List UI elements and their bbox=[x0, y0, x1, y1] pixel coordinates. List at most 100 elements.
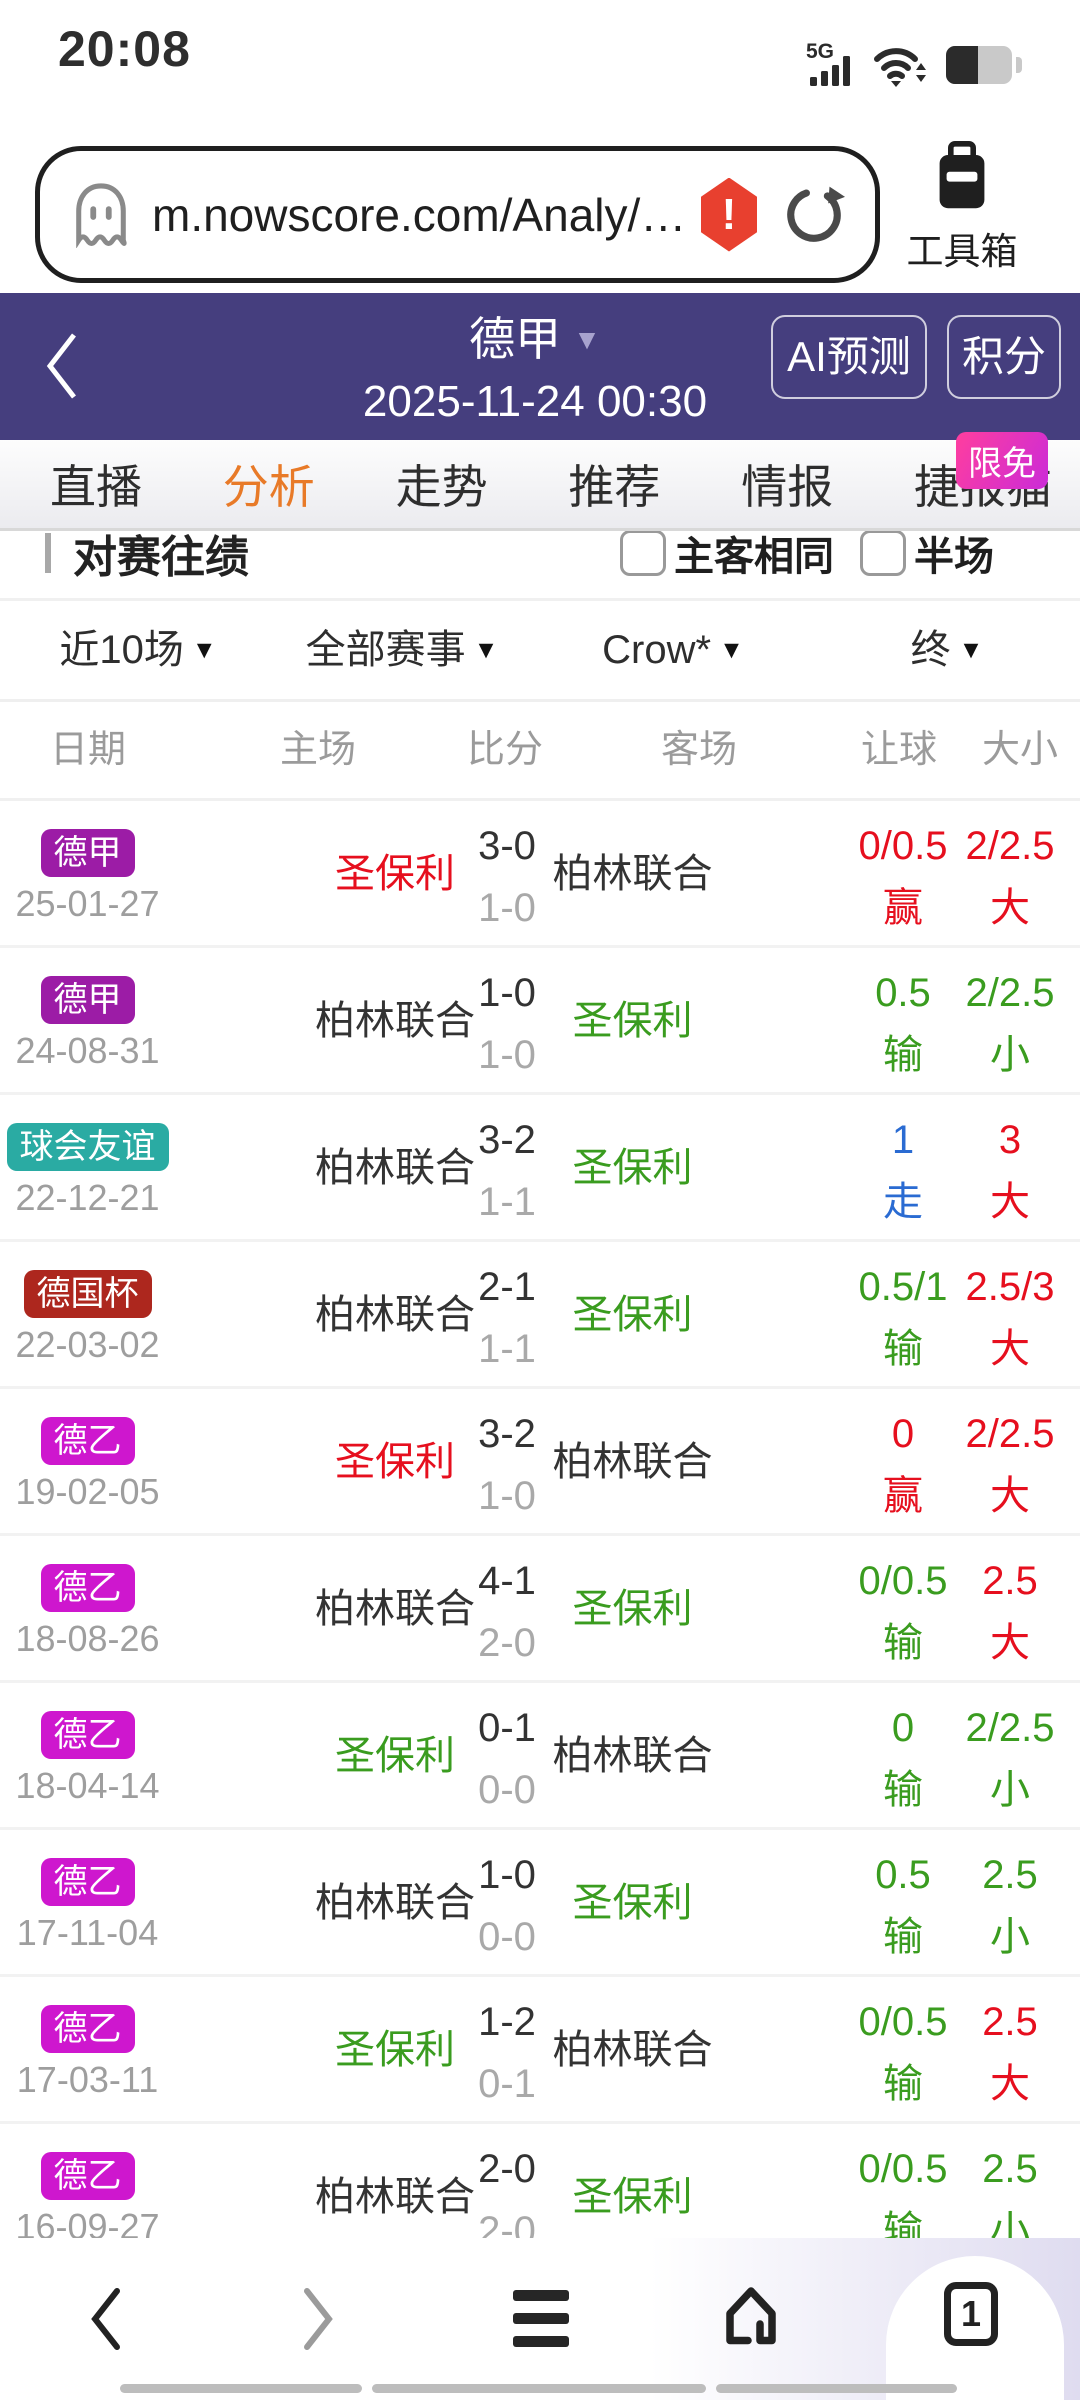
network-type-label: 5G bbox=[806, 42, 834, 63]
home-team[interactable]: 柏林联合 bbox=[315, 1881, 475, 1925]
handicap-result: 输 bbox=[883, 1915, 923, 1959]
table-row[interactable]: 德国杯 22-03-02 柏林联合 2-1 1-1 圣保利 0.5/1 输 2.… bbox=[0, 1242, 1080, 1389]
half-label: 半场 bbox=[914, 535, 994, 579]
h2h-table: 德甲 25-01-27 圣保利 3-0 1-0 柏林联合 0/0.5 赢 2/2… bbox=[0, 801, 1080, 2271]
filter-dropdown-4[interactable]: 终 ▼ bbox=[910, 628, 984, 672]
away-team[interactable]: 柏林联合 bbox=[552, 1734, 713, 1778]
league-badge: 德乙 bbox=[40, 1417, 135, 1465]
home-team[interactable]: 圣保利 bbox=[335, 852, 455, 896]
filter-dropdown-2[interactable]: 全部赛事 ▼ bbox=[305, 628, 499, 672]
handicap-line: 0 bbox=[891, 1706, 915, 1750]
table-row[interactable]: 球会友谊 22-12-21 柏林联合 3-2 1-1 圣保利 1 走 3 大 bbox=[0, 1095, 1080, 1242]
table-row[interactable]: 德甲 24-08-31 柏林联合 1-0 1-0 圣保利 0.5 输 2/2.5… bbox=[0, 948, 1080, 1095]
address-bar[interactable]: m.nowscore.com/Analy/… ! bbox=[35, 146, 880, 283]
url-text[interactable]: m.nowscore.com/Analy/… bbox=[152, 188, 687, 241]
nav-home-icon[interactable] bbox=[718, 2280, 784, 2350]
tab-推荐[interactable]: 推荐 bbox=[568, 461, 661, 513]
table-row[interactable]: 德乙 18-08-26 柏林联合 4-1 2-0 圣保利 0/0.5 输 2.5… bbox=[0, 1536, 1080, 1683]
score-cell: 1-2 0-1 bbox=[440, 1977, 574, 2109]
score-cell: 3-0 1-0 bbox=[440, 801, 574, 933]
column-header-主场: 主场 bbox=[279, 729, 357, 771]
home-team[interactable]: 圣保利 bbox=[335, 1440, 455, 1484]
away-team[interactable]: 圣保利 bbox=[572, 1146, 693, 1190]
home-team[interactable]: 柏林联合 bbox=[315, 1146, 475, 1190]
home-team[interactable]: 柏林联合 bbox=[315, 1587, 475, 1631]
over-under-result: 大 bbox=[990, 1180, 1030, 1224]
league-badge: 德乙 bbox=[40, 1858, 135, 1906]
signal-strength-icon: 5G bbox=[806, 42, 850, 86]
home-team[interactable]: 柏林联合 bbox=[315, 2175, 475, 2219]
tab-情报[interactable]: 情报 bbox=[741, 461, 834, 513]
chevron-down-icon: ▼ bbox=[191, 636, 217, 664]
handicap-line: 0.5 bbox=[875, 971, 931, 1015]
status-icons: 5G bbox=[806, 32, 1022, 88]
tab-分析[interactable]: 分析 bbox=[222, 461, 315, 513]
same-venue-checkbox[interactable] bbox=[620, 531, 666, 576]
match-date: 18-04-14 bbox=[15, 1765, 160, 1806]
home-team[interactable]: 柏林联合 bbox=[315, 1293, 475, 1337]
nav-menu-icon[interactable] bbox=[513, 2290, 569, 2359]
match-title[interactable]: 德甲 ▼ 2025-11-24 00:30 bbox=[363, 303, 707, 427]
table-row[interactable]: 德甲 25-01-27 圣保利 3-0 1-0 柏林联合 0/0.5 赢 2/2… bbox=[0, 801, 1080, 948]
league-selector[interactable]: 德甲 bbox=[469, 313, 562, 365]
match-date: 17-03-11 bbox=[16, 2059, 159, 2100]
over-under-result: 小 bbox=[990, 1033, 1030, 1077]
filter-dropdown-3[interactable]: Crow* ▼ bbox=[602, 628, 744, 672]
full-time-score: 2-1 bbox=[478, 1265, 536, 1309]
table-row[interactable]: 德乙 19-02-05 圣保利 3-2 1-0 柏林联合 0 赢 2/2.5 大 bbox=[0, 1389, 1080, 1536]
over-under-result: 大 bbox=[990, 2062, 1030, 2106]
away-team[interactable]: 圣保利 bbox=[572, 1293, 693, 1337]
league-badge: 球会友谊 bbox=[6, 1123, 169, 1171]
toolbox-button[interactable]: 工具箱 bbox=[902, 140, 1022, 275]
security-warning-icon[interactable]: ! bbox=[701, 177, 757, 252]
clock: 20:08 bbox=[58, 21, 191, 77]
handicap-cell: 0 输 bbox=[788, 1683, 1018, 1815]
handicap-result: 输 bbox=[883, 1621, 923, 1665]
home-team[interactable]: 圣保利 bbox=[335, 1734, 455, 1778]
match-header: 德甲 ▼ 2025-11-24 00:30 AI预测 积分 bbox=[0, 293, 1080, 440]
tab-直播[interactable]: 直播 bbox=[50, 461, 142, 513]
column-header-日期: 日期 bbox=[49, 729, 127, 771]
full-time-score: 3-2 bbox=[478, 1412, 536, 1456]
away-team[interactable]: 圣保利 bbox=[572, 999, 693, 1043]
away-team[interactable]: 圣保利 bbox=[572, 1881, 693, 1925]
away-team[interactable]: 圣保利 bbox=[572, 1587, 693, 1631]
same-venue-label: 主客相同 bbox=[674, 535, 834, 579]
full-time-score: 1-0 bbox=[478, 971, 536, 1015]
column-header-大小: 大小 bbox=[981, 729, 1059, 771]
league-cell: 德乙 19-02-05 bbox=[0, 1389, 175, 1513]
league-badge: 德乙 bbox=[40, 2152, 135, 2200]
half-checkbox[interactable] bbox=[860, 531, 906, 576]
tab-走势[interactable]: 走势 bbox=[395, 461, 488, 513]
nav-arch-overlay bbox=[886, 2256, 1064, 2400]
league-cell: 德甲 24-08-31 bbox=[0, 948, 175, 1072]
over-under-cell: 2.5 大 bbox=[940, 1536, 1080, 1668]
over-under-result: 小 bbox=[990, 1768, 1030, 1812]
standings-button[interactable]: 积分 bbox=[947, 315, 1061, 399]
handicap-line: 1 bbox=[891, 1118, 915, 1162]
over-under-cell: 2.5/3 大 bbox=[940, 1242, 1080, 1374]
nav-back-icon[interactable] bbox=[88, 2286, 124, 2352]
nav-forward-icon[interactable] bbox=[300, 2286, 336, 2352]
filter-dropdown-1[interactable]: 近10场 ▼ bbox=[59, 628, 217, 672]
nav-tabs-button[interactable]: 1 bbox=[944, 2282, 998, 2346]
match-date: 22-03-02 bbox=[15, 1324, 160, 1365]
away-team[interactable]: 柏林联合 bbox=[552, 852, 713, 896]
h2h-section-header: 对赛往绩 主客相同 半场 bbox=[0, 531, 1080, 601]
table-row[interactable]: 德乙 17-11-04 柏林联合 1-0 0-0 圣保利 0.5 输 2.5 小 bbox=[0, 1830, 1080, 1977]
toolbox-icon bbox=[939, 141, 985, 209]
away-team[interactable]: 柏林联合 bbox=[552, 1440, 713, 1484]
over-under-line: 2/2.5 bbox=[965, 1706, 1055, 1750]
home-team[interactable]: 柏林联合 bbox=[315, 999, 475, 1043]
home-team[interactable]: 圣保利 bbox=[335, 2028, 455, 2072]
table-row[interactable]: 德乙 18-04-14 圣保利 0-1 0-0 柏林联合 0 输 2/2.5 小 bbox=[0, 1683, 1080, 1830]
away-team[interactable]: 圣保利 bbox=[572, 2175, 693, 2219]
full-time-score: 0-1 bbox=[478, 1706, 536, 1750]
back-icon[interactable] bbox=[42, 329, 82, 403]
table-row[interactable]: 德乙 17-03-11 圣保利 1-2 0-1 柏林联合 0/0.5 输 2.5… bbox=[0, 1977, 1080, 2124]
ai-predict-button[interactable]: AI预测 bbox=[771, 315, 927, 399]
away-team[interactable]: 柏林联合 bbox=[552, 2028, 713, 2072]
handicap-line: 0/0.5 bbox=[858, 2000, 948, 2044]
reload-icon[interactable] bbox=[783, 184, 845, 246]
score-cell: 3-2 1-0 bbox=[440, 1389, 574, 1521]
